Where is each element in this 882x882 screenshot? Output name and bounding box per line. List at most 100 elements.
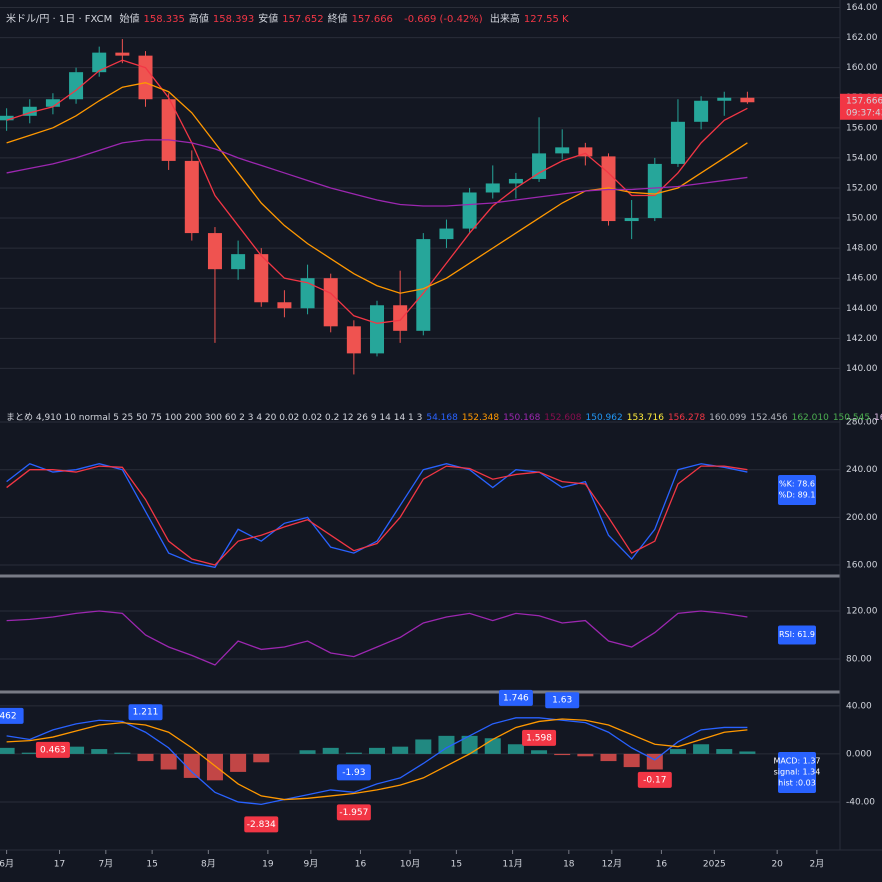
histogram-bar <box>415 739 432 754</box>
histogram-bar <box>438 735 455 754</box>
annotation-box <box>0 707 24 724</box>
candle-body <box>323 278 338 327</box>
x-tick-label: 16 <box>656 860 668 870</box>
summary-value: 160.099 <box>709 413 747 423</box>
histogram-bar <box>114 752 131 754</box>
x-tick-label: 11月 <box>502 859 522 870</box>
summary-value: 150.962 <box>585 413 623 423</box>
candle-body <box>161 99 176 161</box>
summary-value: 152.348 <box>461 413 500 423</box>
histogram-bar <box>531 750 548 754</box>
indicator-summary: まとめ 4,910 10 normal 5 25 50 75 100 200 3… <box>6 410 882 423</box>
y-tick-label: 200.00 <box>846 513 878 523</box>
histogram-bar <box>183 753 200 778</box>
candle-body <box>184 160 199 234</box>
candle-body <box>254 254 269 303</box>
candle-body <box>647 163 662 219</box>
candle-body <box>555 147 570 154</box>
histogram-bar <box>507 744 524 754</box>
annotation-box <box>244 816 279 833</box>
y-tick-label: 152.00 <box>846 183 878 193</box>
annotation-box <box>498 689 533 706</box>
stat-label: 高値 <box>188 14 209 25</box>
info-box <box>778 475 816 505</box>
candle-body <box>300 278 315 309</box>
y-tick-label: 120.00 <box>846 606 878 616</box>
series-line <box>6 465 748 566</box>
summary-value: 152.456 <box>750 413 788 423</box>
candle-body <box>207 233 222 270</box>
countdown: 09:37:43 <box>846 108 882 118</box>
annotation-label: 0.463 <box>40 745 66 755</box>
candle-body <box>138 55 153 100</box>
histogram-bar <box>484 738 501 754</box>
annotation-label: 1.598 <box>526 733 552 743</box>
y-tick-label: 144.00 <box>846 304 878 314</box>
histogram-bar <box>0 747 15 754</box>
candle-body <box>92 52 107 73</box>
histogram-bar <box>206 753 223 781</box>
y-tick-label: 142.00 <box>846 334 878 344</box>
candle-body <box>624 218 639 222</box>
candle-body <box>578 147 593 157</box>
summary-value: 153.716 <box>626 413 664 423</box>
histogram-bar <box>253 753 270 763</box>
histogram-bar <box>345 752 362 754</box>
candle-body <box>115 52 130 56</box>
histogram-bar <box>160 753 177 770</box>
x-tick-label: 17 <box>54 860 65 870</box>
last-price: 157.666 <box>846 96 882 106</box>
histogram-bar <box>230 753 247 772</box>
histogram-bar <box>299 750 316 754</box>
y-tick-label: 150.00 <box>846 214 878 224</box>
y-tick-label: 164.00 <box>846 3 878 13</box>
y-tick-label: 140.00 <box>846 364 878 374</box>
info-text: MACD: 1.37 <box>773 757 820 766</box>
annotation-box <box>545 692 580 709</box>
candle-body <box>416 239 431 331</box>
y-tick-label: 156.00 <box>846 123 878 133</box>
histogram-bar <box>68 746 85 754</box>
x-tick-label: 15 <box>451 860 462 870</box>
histogram-bar <box>739 751 756 754</box>
y-tick-label: 148.00 <box>846 244 878 254</box>
candle-body <box>231 254 246 270</box>
y-tick-label: 154.00 <box>846 153 878 163</box>
x-tick-label: 2025 <box>703 860 726 870</box>
histogram-bar <box>554 753 571 756</box>
x-tick-label: 10月 <box>400 859 420 870</box>
histogram-bar <box>137 753 154 762</box>
x-tick-label: 15 <box>146 860 157 870</box>
y-tick-label: 160.00 <box>846 560 878 570</box>
x-tick-label: 8月 <box>201 859 216 870</box>
candle-body <box>45 99 60 107</box>
annotation-label: 1.63 <box>552 696 572 706</box>
series-line <box>6 59 748 324</box>
y-tick-label: 0.000 <box>846 749 872 759</box>
candle-body <box>22 106 37 116</box>
histogram-bar <box>577 753 594 757</box>
histogram-bar <box>600 753 617 762</box>
annotation-box <box>128 704 163 721</box>
candle-body <box>439 228 454 240</box>
y-tick-label: 162.00 <box>846 33 878 43</box>
candle-body <box>717 97 732 101</box>
candle-body <box>670 121 685 164</box>
histogram-bar <box>392 746 409 754</box>
x-tick-label: 12月 <box>602 859 622 870</box>
info-text: hist :0.03 <box>778 779 816 788</box>
x-tick-label: 18 <box>563 860 575 870</box>
info-text: RSI: 61.9 <box>779 630 815 639</box>
x-tick-label: 7月 <box>98 859 113 870</box>
annotation-box <box>336 764 371 781</box>
change: -0.669 (-0.42%) <box>404 14 483 25</box>
y-tick-label: -40.00 <box>846 797 875 807</box>
histogram-bar <box>669 749 686 754</box>
histogram-bar <box>21 752 38 754</box>
series-line <box>6 717 748 805</box>
info-box <box>778 625 816 645</box>
candle-body <box>740 97 755 103</box>
summary-value: 162.010 <box>791 413 829 423</box>
stat-label: 安値 <box>258 14 279 25</box>
